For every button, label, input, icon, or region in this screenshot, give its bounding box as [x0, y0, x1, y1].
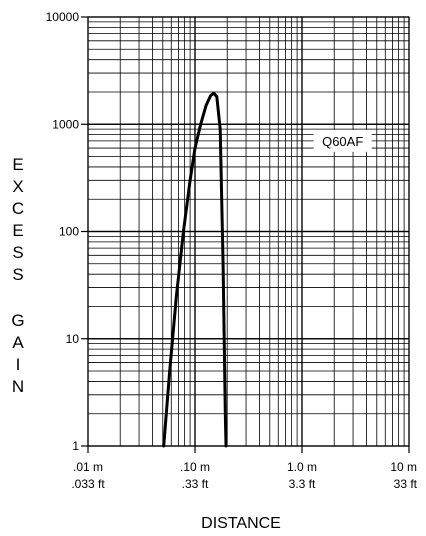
y-axis-label-letter: S	[12, 265, 23, 284]
y-tick-label: 100	[59, 225, 79, 239]
y-axis-label-letter: E	[12, 155, 23, 174]
chart-grid	[87, 16, 410, 447]
excess-gain-curve	[162, 91, 228, 448]
x-tick-sublabel: .33 ft	[182, 477, 209, 491]
y-axis-label-letter: X	[12, 177, 23, 196]
y-axis-label-letter: C	[12, 199, 24, 218]
x-tick-sublabel: 33 ft	[394, 477, 418, 491]
x-tick-sublabel: .033 ft	[71, 477, 105, 491]
y-tick-label: 10	[66, 332, 80, 346]
y-axis-label-letter: I	[16, 355, 21, 374]
y-axis-label-letter: A	[12, 333, 24, 352]
y-tick-label: 1	[72, 439, 79, 453]
x-tick-label: .10 m	[180, 460, 210, 474]
annotation-text: Q60AF	[322, 134, 363, 149]
x-tick-sublabel: 3.3 ft	[289, 477, 316, 491]
annotation-box	[313, 129, 372, 152]
y-axis-label-letter: S	[12, 243, 23, 262]
y-tick-label: 10000	[46, 10, 80, 24]
y-axis-label-letter: N	[12, 377, 24, 396]
y-axis-label-letter: E	[12, 221, 23, 240]
x-tick-label: 1.0 m	[287, 460, 317, 474]
annotations-group: Q60AF	[313, 129, 372, 152]
x-tick-label: 10 m	[390, 460, 417, 474]
y-axis-label-letter: G	[11, 311, 24, 330]
x-tick-label: .01 m	[73, 460, 103, 474]
y-tick-labels: 1 10 100 1000 10000	[46, 10, 88, 453]
y-tick-label: 1000	[52, 117, 79, 131]
series-group	[162, 91, 228, 448]
x-tick-labels: .01 m .033 ft .10 m .33 ft 1.0 m 3.3 ft 10 m 33…	[71, 446, 418, 491]
x-axis-label: DISTANCE	[201, 515, 281, 532]
